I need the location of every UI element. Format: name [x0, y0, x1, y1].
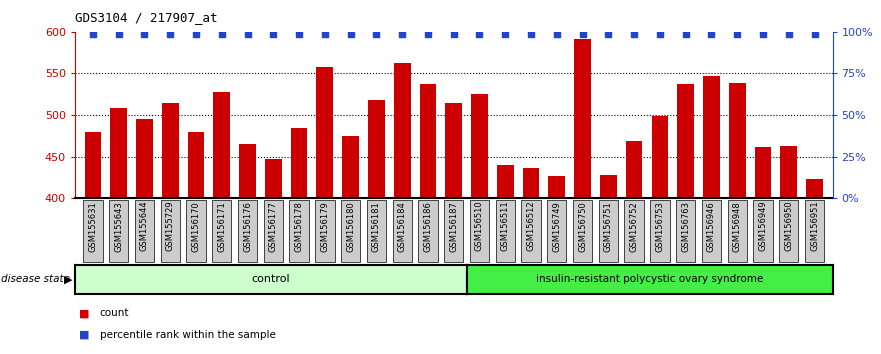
Text: GSM156181: GSM156181 — [372, 201, 381, 252]
Bar — [366, 200, 386, 262]
Text: GSM155631: GSM155631 — [88, 201, 98, 252]
Text: GSM156512: GSM156512 — [527, 201, 536, 251]
Bar — [806, 179, 823, 198]
Bar — [290, 200, 308, 262]
Bar — [315, 200, 335, 262]
Bar — [470, 200, 489, 262]
Text: GSM156511: GSM156511 — [500, 201, 510, 251]
Text: count: count — [100, 308, 129, 318]
Bar — [522, 168, 539, 198]
Bar — [652, 116, 669, 198]
Bar — [136, 119, 152, 198]
Bar — [291, 129, 307, 198]
Bar — [444, 200, 463, 262]
Bar — [599, 200, 618, 262]
Bar — [109, 200, 129, 262]
Text: GSM156170: GSM156170 — [191, 201, 201, 252]
Text: GSM156751: GSM156751 — [603, 201, 613, 252]
Text: GSM156187: GSM156187 — [449, 201, 458, 252]
Text: GSM156180: GSM156180 — [346, 201, 355, 252]
Bar — [419, 84, 436, 198]
Text: GSM156752: GSM156752 — [630, 201, 639, 252]
Text: GSM155729: GSM155729 — [166, 201, 174, 251]
Text: ■: ■ — [79, 330, 90, 339]
Bar — [600, 175, 617, 198]
Text: GSM155643: GSM155643 — [115, 201, 123, 252]
Bar — [496, 200, 515, 262]
Text: GSM155644: GSM155644 — [140, 201, 149, 251]
Bar — [212, 200, 232, 262]
Bar — [342, 136, 359, 198]
Text: insulin-resistant polycystic ovary syndrome: insulin-resistant polycystic ovary syndr… — [536, 274, 763, 284]
Text: GSM156763: GSM156763 — [681, 201, 690, 252]
Bar — [755, 147, 772, 198]
Bar — [213, 92, 230, 198]
Text: ■: ■ — [79, 308, 90, 318]
Bar — [625, 200, 644, 262]
Bar — [548, 176, 566, 198]
Bar — [753, 200, 773, 262]
Text: GSM156171: GSM156171 — [218, 201, 226, 252]
Bar — [574, 39, 591, 198]
Bar — [394, 63, 411, 198]
Bar — [188, 132, 204, 198]
Text: GSM156749: GSM156749 — [552, 201, 561, 252]
Bar — [445, 103, 463, 198]
Bar — [497, 165, 514, 198]
Text: ▶: ▶ — [64, 274, 73, 284]
Bar — [135, 200, 154, 262]
Bar — [626, 141, 642, 198]
Bar — [677, 84, 694, 198]
Text: GSM156948: GSM156948 — [733, 201, 742, 252]
Bar — [779, 200, 798, 262]
Text: control: control — [251, 274, 290, 284]
Bar — [650, 200, 670, 262]
Text: GSM156184: GSM156184 — [397, 201, 407, 252]
Bar — [573, 200, 592, 262]
Text: GSM156949: GSM156949 — [759, 201, 767, 251]
Text: GSM156179: GSM156179 — [321, 201, 329, 252]
Text: GDS3104 / 217907_at: GDS3104 / 217907_at — [75, 11, 218, 24]
Text: GSM156178: GSM156178 — [294, 201, 304, 252]
Bar — [805, 200, 824, 262]
Bar — [85, 132, 101, 198]
Text: disease state: disease state — [1, 274, 70, 284]
Bar — [162, 103, 179, 198]
Bar — [522, 200, 541, 262]
Bar — [702, 200, 721, 262]
Text: GSM156753: GSM156753 — [655, 201, 664, 252]
Bar — [341, 200, 360, 262]
Text: GSM156186: GSM156186 — [424, 201, 433, 252]
Bar — [393, 200, 411, 262]
Text: GSM156177: GSM156177 — [269, 201, 278, 252]
Text: GSM156176: GSM156176 — [243, 201, 252, 252]
Bar — [781, 146, 797, 198]
Text: GSM156946: GSM156946 — [707, 201, 716, 252]
Text: GSM156951: GSM156951 — [810, 201, 819, 251]
Bar — [547, 200, 566, 262]
Bar — [471, 94, 488, 198]
Bar — [676, 200, 695, 262]
Text: percentile rank within the sample: percentile rank within the sample — [100, 330, 276, 339]
Bar — [187, 200, 205, 262]
Bar — [263, 200, 283, 262]
Text: GSM156510: GSM156510 — [475, 201, 484, 251]
Bar — [110, 108, 127, 198]
Bar — [728, 200, 747, 262]
Bar — [316, 67, 333, 198]
Bar — [238, 200, 257, 262]
Text: GSM156950: GSM156950 — [784, 201, 793, 251]
Bar — [265, 159, 282, 198]
Bar — [418, 200, 438, 262]
Bar — [160, 200, 180, 262]
Bar — [729, 84, 745, 198]
Bar — [84, 200, 102, 262]
Text: GSM156750: GSM156750 — [578, 201, 587, 252]
Bar — [368, 100, 385, 198]
Bar — [239, 144, 255, 198]
Bar — [703, 76, 720, 198]
